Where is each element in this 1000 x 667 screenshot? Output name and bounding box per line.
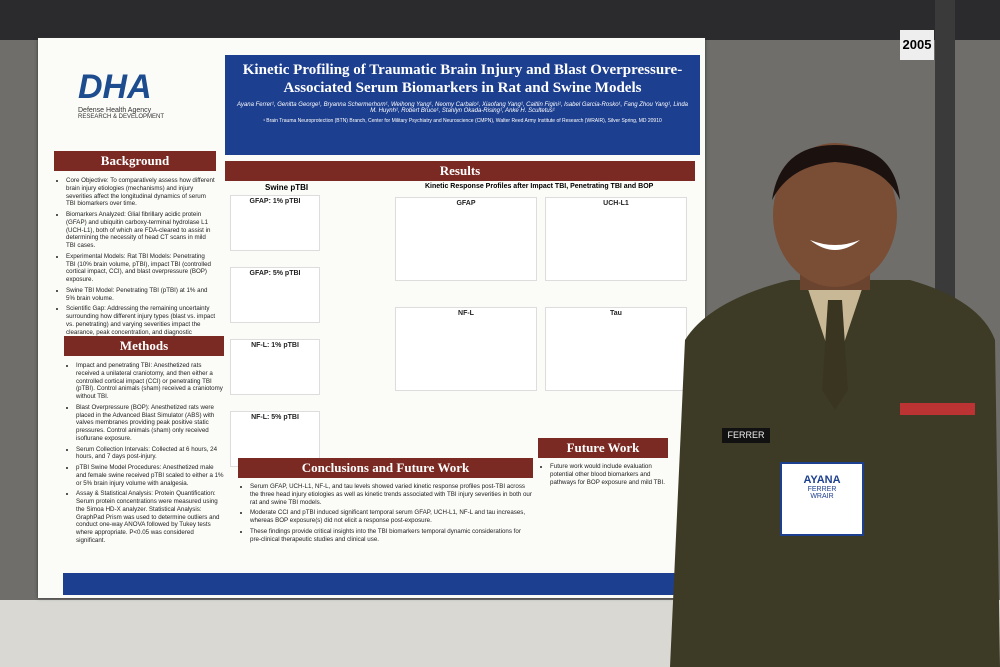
section-heading: Future Work	[538, 438, 668, 458]
bullet-list: Future work would include evaluation pot…	[538, 463, 668, 486]
booth-number: 2005	[900, 30, 934, 60]
bullet: pTBI Swine Model Procedures: Anesthetize…	[76, 464, 224, 487]
chart-panel: GFAP: 1% pTBI	[230, 195, 320, 251]
results-section: Results Swine pTBI Kinetic Response Prof…	[225, 161, 695, 467]
conclusions-section: Conclusions and Future Work Serum GFAP, …	[238, 458, 533, 546]
badge-org: WRAIR	[810, 493, 834, 500]
background-section: Background Core Objective: To comparativ…	[54, 151, 216, 355]
logo-mark: DHA	[78, 68, 152, 106]
badge-last: FERRER	[807, 486, 837, 493]
methods-section: Methods Impact and penetrating TBI: Anes…	[64, 336, 224, 548]
bullet-list: Core Objective: To comparatively assess …	[54, 177, 216, 352]
profiles-heading: Kinetic Response Profiles after Impact T…	[425, 183, 654, 190]
future-section: Future Work Future work would include ev…	[538, 438, 668, 489]
chart-panel: NF-L	[395, 307, 537, 391]
footer-band	[63, 573, 703, 595]
section-heading: Background	[54, 151, 216, 171]
bullet: Swine TBI Model: Penetrating TBI (pTBI) …	[66, 287, 216, 303]
bullet-list: Serum GFAP, UCH-L1, NF-L, and tau levels…	[238, 483, 533, 543]
smile	[810, 240, 860, 250]
logo-agency: Defense Health Agency	[78, 107, 152, 114]
section-heading: Results	[225, 161, 695, 181]
bullet: Serum Collection Intervals: Collected at…	[76, 446, 224, 462]
bullet: Moderate CCI and pTBI induced significan…	[250, 509, 533, 525]
hair	[772, 145, 900, 200]
ceiling	[0, 0, 1000, 40]
bullet-list: Impact and penetrating TBI: Anesthetized…	[64, 362, 224, 545]
chart-panel: GFAP	[395, 197, 537, 281]
chart-panel: Tau	[545, 307, 687, 391]
section-heading: Methods	[64, 336, 224, 356]
bullet: Biomarkers Analyzed: Glial fibrillary ac…	[66, 211, 216, 250]
face	[773, 143, 897, 287]
chart-panel: NF-L: 1% pTBI	[230, 339, 320, 395]
person	[670, 143, 1000, 667]
swine-heading: Swine pTBI	[265, 183, 309, 192]
badge-first: AYANA	[803, 474, 841, 486]
tie	[822, 300, 848, 410]
bullet: Blast Overpressure (BOP): Anesthetized r…	[76, 404, 224, 443]
affiliation: ¹ Brain Trauma Neuroprotection (BTN) Bra…	[263, 118, 662, 124]
bullet: Experimental Models: Rat TBI Models: Pen…	[66, 253, 216, 284]
poster: DHA Defense Health Agency RESEARCH & DEV…	[38, 38, 705, 598]
authors: Ayana Ferrer¹, Genitta George¹, Bryanna …	[236, 102, 689, 114]
nametag: FERRER	[722, 428, 770, 443]
section-heading: Conclusions and Future Work	[238, 458, 533, 478]
bullet: Future work would include evaluation pot…	[550, 463, 668, 486]
badge: AYANA FERRER WRAIR	[780, 462, 864, 536]
bullet: Assay & Statistical Analysis: Protein Qu…	[76, 490, 224, 544]
chart-panel: NF-L: 5% pTBI	[230, 411, 320, 467]
bullet: These findings provide critical insights…	[250, 528, 533, 544]
logo-unit: RESEARCH & DEVELOPMENT	[78, 114, 165, 120]
logo: DHA Defense Health Agency RESEARCH & DEV…	[78, 68, 228, 128]
chart-panel: UCH-L1	[545, 197, 687, 281]
bullet: Serum GFAP, UCH-L1, NF-L, and tau levels…	[250, 483, 533, 506]
chart-panel: GFAP: 5% pTBI	[230, 267, 320, 323]
title-banner: Kinetic Profiling of Traumatic Brain Inj…	[225, 55, 700, 155]
ribbons	[900, 403, 975, 415]
poster-title: Kinetic Profiling of Traumatic Brain Inj…	[242, 62, 683, 96]
bullet: Impact and penetrating TBI: Anesthetized…	[76, 362, 224, 401]
bullet: Core Objective: To comparatively assess …	[66, 177, 216, 208]
